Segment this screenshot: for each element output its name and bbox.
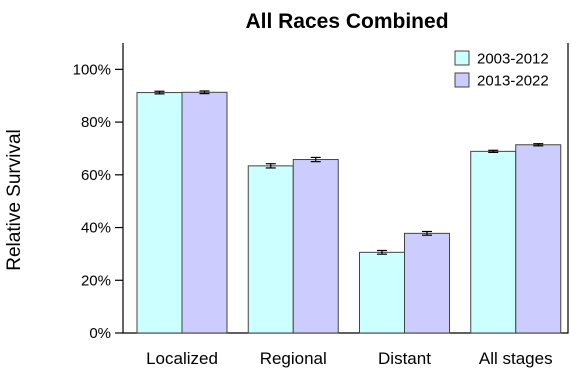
y-axis-label: Relative Survival	[4, 129, 25, 271]
x-tick-label: Localized	[146, 349, 218, 368]
bar	[404, 232, 450, 334]
legend-swatch	[454, 72, 470, 88]
y-tick-label: 80%	[81, 114, 111, 131]
bar	[470, 150, 517, 334]
bar	[136, 92, 183, 334]
y-tick-label: 60%	[81, 167, 111, 184]
legend-label: 2003-2012	[477, 51, 549, 68]
bar	[515, 144, 562, 334]
legend: 2003-2012 2013-2022	[454, 50, 549, 90]
legend-label: 2013-2022	[477, 73, 549, 90]
y-tick-label: 40%	[81, 220, 111, 237]
x-tick-label: Regional	[260, 349, 327, 368]
chart-title: All Races Combined	[245, 10, 448, 33]
bar	[181, 91, 228, 334]
bar	[359, 251, 405, 334]
x-tick-label: All stages	[479, 349, 553, 368]
bar	[292, 159, 339, 334]
axis-frame	[122, 43, 569, 334]
plot-area: 0% 20% 40% 60% 80% 100% Localized Regional Dista…	[73, 43, 569, 368]
x-tick-label: Distant	[378, 349, 431, 368]
y-tick-label: 100%	[73, 61, 111, 78]
bar	[247, 165, 294, 334]
y-tick-label: 20%	[81, 272, 111, 289]
y-tick-label: 0%	[89, 325, 111, 342]
legend-swatch	[454, 50, 470, 66]
